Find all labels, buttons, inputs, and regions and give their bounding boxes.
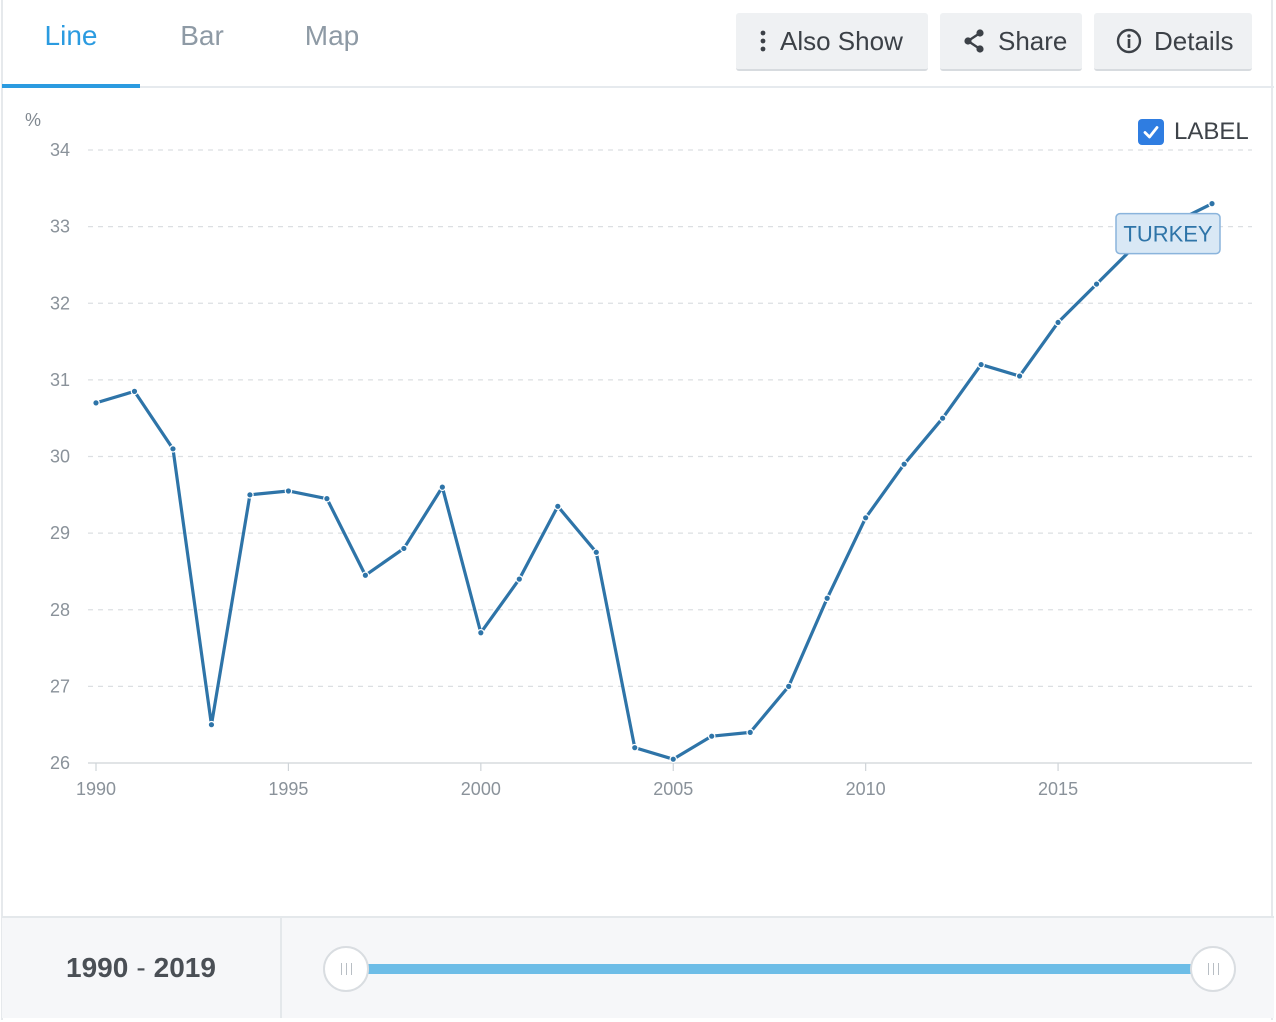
x-tick-label: 1990: [76, 779, 116, 799]
data-point[interactable]: [1054, 318, 1062, 327]
tab-bar[interactable]: Bar: [180, 20, 224, 51]
y-tick-label: 27: [50, 676, 70, 696]
data-point[interactable]: [477, 628, 485, 637]
tab-line[interactable]: Line: [2, 0, 140, 88]
y-tick-label: 34: [50, 140, 70, 160]
share-icon: [964, 29, 984, 53]
data-point[interactable]: [592, 548, 601, 557]
series-line: [95, 202, 1213, 761]
slider-handle-start[interactable]: [323, 946, 369, 992]
share-button[interactable]: Share: [940, 13, 1082, 71]
series-label-box: [1115, 212, 1221, 255]
data-point[interactable]: [130, 387, 139, 396]
data-point[interactable]: [669, 755, 678, 763]
data-point[interactable]: [707, 732, 716, 740]
y-tick-label: 32: [50, 293, 70, 313]
data-point[interactable]: [207, 720, 216, 729]
data-point[interactable]: [900, 460, 908, 468]
label-toggle[interactable]: LABEL: [1138, 118, 1249, 146]
data-point[interactable]: [438, 483, 447, 491]
x-tick-label: 2010: [846, 779, 886, 799]
also-show-button[interactable]: Also Show: [736, 13, 928, 71]
data-point[interactable]: [169, 445, 177, 453]
data-point[interactable]: [246, 491, 254, 499]
more-vertical-icon: [760, 30, 766, 52]
data-point[interactable]: [553, 502, 562, 511]
gridlines: [88, 149, 1252, 764]
y-tick-label: 33: [50, 217, 70, 237]
data-point[interactable]: [323, 494, 331, 503]
line-chart: % 26 27 28 29 30 31 32 33 34 1990 1995 2000 2005 201…: [25, 110, 1252, 799]
info-icon: [1116, 28, 1142, 54]
data-point[interactable]: [823, 594, 831, 603]
series-callout: TURKEY: [1115, 212, 1221, 255]
x-tick-label: 2000: [461, 779, 501, 799]
x-tick-label: 2005: [653, 779, 693, 799]
y-tick-label: 26: [50, 753, 70, 773]
data-point[interactable]: [977, 360, 985, 369]
range-slider-bar: 1990 - 2019: [2, 916, 1274, 1018]
y-tick-label: 29: [50, 523, 70, 543]
details-label: Details: [1154, 25, 1234, 56]
series-label: TURKEY: [1123, 222, 1213, 247]
data-point[interactable]: [630, 743, 639, 752]
details-button[interactable]: Details: [1094, 13, 1252, 71]
data-point[interactable]: [361, 571, 370, 580]
data-point[interactable]: [284, 487, 293, 495]
data-point[interactable]: [400, 544, 408, 553]
data-point[interactable]: [746, 728, 755, 737]
also-show-label: Also Show: [780, 25, 903, 56]
x-tick-label: 2015: [1038, 779, 1078, 799]
data-point[interactable]: [784, 682, 793, 691]
data-point[interactable]: [1015, 372, 1024, 380]
data-point[interactable]: [515, 575, 524, 583]
y-tick-label: 30: [50, 447, 70, 467]
range-start: 1990: [66, 952, 129, 983]
checkmark-icon: [1143, 126, 1159, 139]
label-checkbox[interactable]: [1138, 119, 1164, 145]
data-point[interactable]: [938, 414, 947, 422]
y-axis-label: %: [25, 110, 41, 130]
y-tick-label: 28: [50, 600, 70, 620]
series-turkey: [92, 199, 1216, 763]
y-axis-ticks: 26 27 28 29 30 31 32 33 34: [50, 140, 70, 773]
label-toggle-text: LABEL: [1174, 118, 1249, 145]
data-point[interactable]: [1208, 199, 1216, 208]
x-axis-ticks: 1990 1995 2000 2005 2010 2015: [76, 763, 1078, 799]
slider-track[interactable]: [346, 964, 1214, 974]
x-tick-label: 1995: [268, 779, 308, 799]
data-point[interactable]: [861, 513, 870, 522]
range-end: 2019: [153, 952, 216, 983]
year-range: 1990 - 2019: [2, 918, 282, 1018]
y-tick-label: 31: [50, 370, 70, 390]
share-label: Share: [998, 25, 1068, 56]
range-separator: -: [136, 952, 146, 983]
view-tabs: Line Bar Map: [2, 0, 1274, 88]
tab-map[interactable]: Map: [304, 20, 360, 51]
slider-handle-end[interactable]: [1190, 946, 1236, 992]
data-point[interactable]: [1092, 280, 1101, 288]
data-point[interactable]: [92, 399, 100, 407]
